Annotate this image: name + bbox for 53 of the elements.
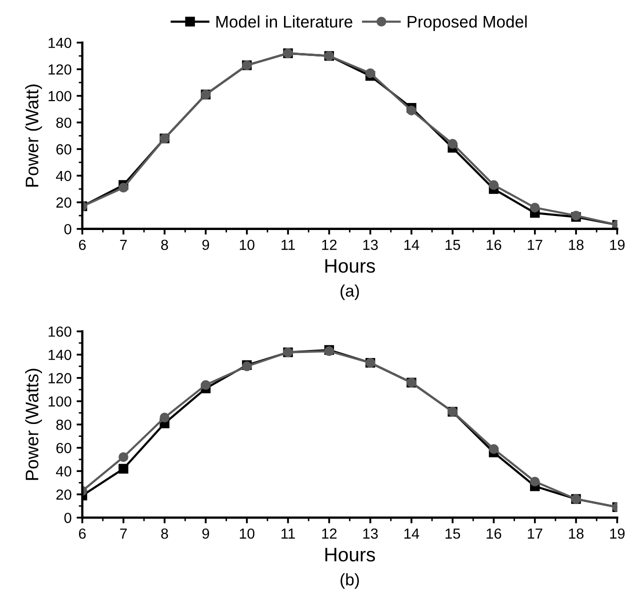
x-tick-label: 14 bbox=[404, 528, 420, 539]
legend-label: Proposed Model bbox=[408, 15, 527, 31]
x-tick-label: 16 bbox=[486, 528, 502, 539]
y-tick-label: 20 bbox=[56, 489, 72, 500]
x-tick-label: 11 bbox=[282, 240, 295, 250]
x-axis-title: Hours bbox=[325, 548, 375, 562]
x-tick-label: 19 bbox=[610, 240, 625, 250]
x-tick-label: 7 bbox=[120, 240, 127, 250]
x-tick-label: 8 bbox=[161, 528, 168, 539]
y-axis-title: Power (Watts) bbox=[25, 368, 42, 480]
y-tick-label: 60 bbox=[56, 144, 72, 155]
x-tick-label: 12 bbox=[322, 240, 337, 250]
x-tick-label: 17 bbox=[528, 528, 542, 539]
x-tick-label: 16 bbox=[486, 240, 502, 250]
y-tick-label: 160 bbox=[48, 326, 72, 337]
x-tick-label: 14 bbox=[404, 240, 420, 250]
x-tick-label: 6 bbox=[78, 240, 86, 250]
y-tick-label: 0 bbox=[64, 224, 72, 234]
x-tick-label: 8 bbox=[161, 240, 168, 250]
x-tick-label: 10 bbox=[240, 528, 254, 539]
x-tick-label: 9 bbox=[202, 528, 210, 539]
y-tick-label: 100 bbox=[48, 90, 72, 102]
y-tick-label: 120 bbox=[48, 373, 72, 384]
x-tick-label: 15 bbox=[446, 240, 460, 250]
y-tick-label: 40 bbox=[56, 466, 72, 477]
y-tick-label: 0 bbox=[64, 512, 72, 524]
x-tick-label: 11 bbox=[282, 528, 295, 539]
legend-label: Model in Literature bbox=[216, 15, 352, 28]
x-tick-label: 6 bbox=[78, 528, 86, 539]
x-tick-label: 9 bbox=[202, 240, 210, 250]
y-tick-label: 60 bbox=[56, 442, 72, 454]
y-axis-title: Power (Watt) bbox=[25, 84, 42, 187]
x-axis-title: Hours bbox=[325, 259, 375, 273]
y-tick-label: 20 bbox=[56, 197, 72, 208]
x-tick-label: 7 bbox=[120, 528, 127, 539]
text: (a) bbox=[340, 284, 359, 300]
x-tick-label: 13 bbox=[363, 240, 378, 250]
x-tick-label: 12 bbox=[322, 528, 337, 539]
y-tick-label: 120 bbox=[48, 64, 72, 75]
y-tick-label: 100 bbox=[48, 396, 72, 407]
x-tick-label: 17 bbox=[528, 240, 542, 250]
x-tick-label: 19 bbox=[610, 528, 625, 539]
text: (b) bbox=[340, 573, 359, 589]
y-tick-label: 40 bbox=[56, 170, 72, 182]
x-tick-label: 13 bbox=[363, 528, 378, 539]
x-tick-label: 15 bbox=[446, 528, 460, 539]
x-tick-label: 18 bbox=[569, 528, 584, 539]
x-tick-label: 18 bbox=[569, 240, 584, 250]
x-tick-label: 10 bbox=[240, 240, 254, 250]
y-tick-label: 80 bbox=[56, 118, 72, 128]
y-tick-label: 80 bbox=[56, 420, 72, 430]
y-tick-label: 140 bbox=[48, 350, 72, 360]
y-tick-label: 140 bbox=[48, 38, 72, 48]
